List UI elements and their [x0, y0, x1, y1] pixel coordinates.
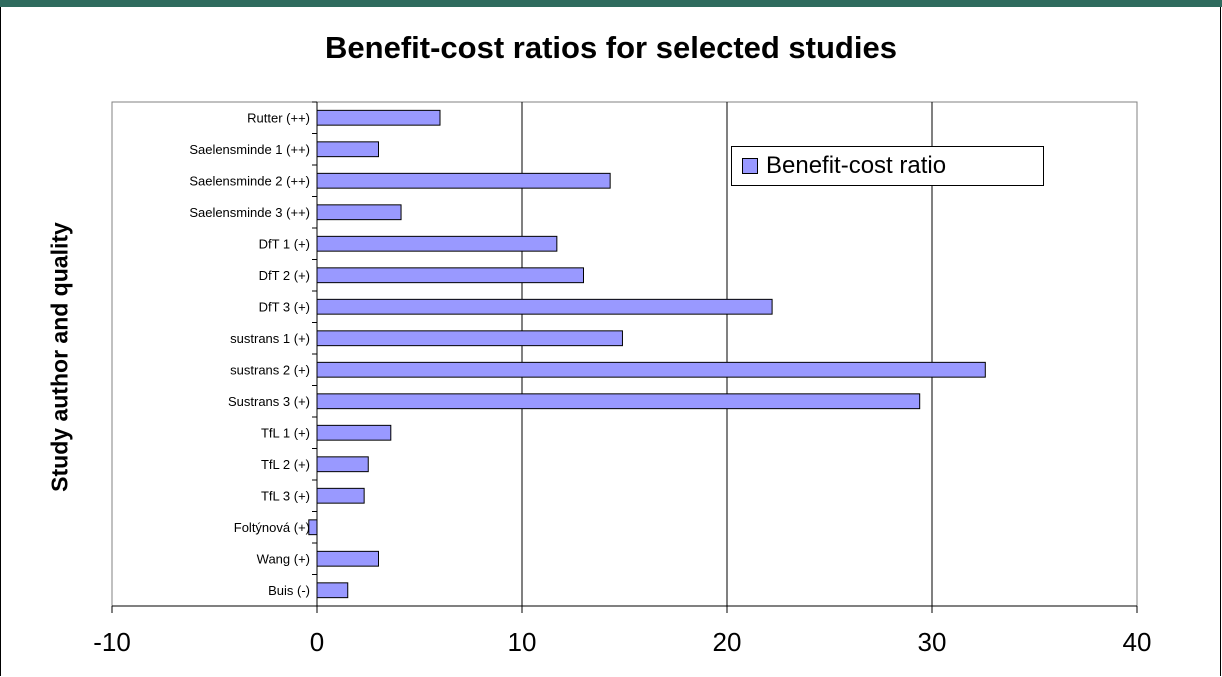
- category-label: TfL 2 (+): [261, 457, 310, 472]
- bar: [316, 361, 986, 378]
- chart-title: Benefit-cost ratios for selected studies: [325, 30, 897, 65]
- bar: [316, 330, 623, 347]
- category-label: DfT 2 (+): [259, 268, 310, 283]
- category-label: Foltýnová (+): [234, 520, 310, 535]
- bar: [316, 456, 369, 473]
- category-label: sustrans 1 (+): [230, 331, 310, 346]
- bar: [316, 235, 558, 252]
- x-tick-label: -10: [93, 627, 131, 657]
- bar: [316, 393, 921, 410]
- bar: [316, 172, 611, 189]
- bar: [316, 109, 441, 126]
- category-label: Wang (+): [257, 551, 310, 566]
- category-label: sustrans 2 (+): [230, 362, 310, 377]
- legend: Benefit-cost ratio: [731, 146, 1044, 186]
- category-label: TfL 3 (+): [261, 488, 310, 503]
- category-label: Saelensminde 1 (++): [189, 142, 310, 157]
- x-tick-label: 40: [1123, 627, 1152, 657]
- category-label: Saelensminde 3 (++): [189, 205, 310, 220]
- bar: [316, 204, 402, 221]
- bar: [316, 298, 773, 315]
- bar: [316, 487, 365, 504]
- category-label: DfT 1 (+): [259, 236, 310, 251]
- legend-swatch: [742, 158, 758, 174]
- category-label: DfT 3 (+): [259, 299, 310, 314]
- bar: [316, 582, 349, 599]
- x-tick-label: 30: [918, 627, 947, 657]
- bar: [316, 424, 392, 441]
- x-tick-label: 10: [508, 627, 537, 657]
- bar: [308, 519, 318, 536]
- legend-label: Benefit-cost ratio: [766, 152, 947, 179]
- bar: [316, 550, 379, 567]
- category-label: Sustrans 3 (+): [228, 394, 310, 409]
- top-accent-band: [0, 0, 1222, 7]
- category-label: Rutter (++): [247, 110, 310, 125]
- category-label: TfL 1 (+): [261, 425, 310, 440]
- bar: [316, 267, 584, 284]
- category-label: Buis (-): [268, 583, 310, 598]
- slide-frame: [0, 7, 1221, 676]
- category-label: Saelensminde 2 (++): [189, 173, 310, 188]
- bar: [316, 141, 379, 158]
- x-tick-label: 20: [713, 627, 742, 657]
- x-tick-label: 0: [310, 627, 324, 657]
